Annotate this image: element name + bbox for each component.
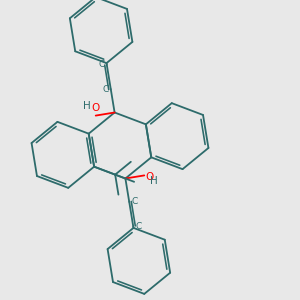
Text: C: C (136, 222, 142, 231)
Text: C: C (131, 197, 138, 206)
Text: O: O (146, 172, 154, 182)
Text: C: C (98, 60, 104, 69)
Text: H: H (150, 176, 158, 186)
Text: O: O (92, 103, 100, 113)
Text: H: H (83, 101, 91, 111)
Text: C: C (102, 85, 109, 94)
